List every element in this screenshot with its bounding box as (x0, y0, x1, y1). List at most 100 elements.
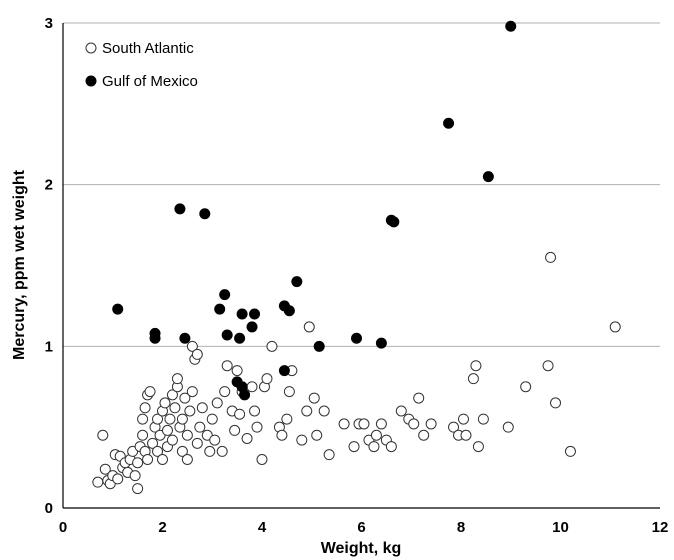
point-south-atlantic (161, 424, 173, 436)
point-south-atlantic (181, 429, 193, 441)
point-gulf-of-mexico (388, 216, 400, 228)
point-south-atlantic (358, 418, 370, 430)
point-south-atlantic (385, 441, 397, 453)
point-south-atlantic (229, 424, 241, 436)
point-south-atlantic (477, 413, 489, 425)
x-tick-label: 8 (457, 519, 465, 536)
point-south-atlantic (147, 437, 159, 449)
point-south-atlantic (408, 418, 420, 430)
point-south-atlantic (196, 402, 208, 414)
point-south-atlantic (194, 421, 206, 433)
point-south-atlantic (216, 445, 228, 457)
point-south-atlantic (206, 413, 218, 425)
point-south-atlantic (164, 413, 176, 425)
point-south-atlantic (276, 429, 288, 441)
point-south-atlantic (166, 434, 178, 446)
point-south-atlantic (169, 402, 181, 414)
point-south-atlantic (152, 413, 164, 425)
x-tick-label: 4 (258, 519, 267, 536)
point-gulf-of-mexico (313, 340, 325, 352)
point-south-atlantic (520, 381, 532, 393)
point-south-atlantic (338, 418, 350, 430)
point-south-atlantic (311, 429, 323, 441)
x-tick-label: 10 (552, 519, 569, 536)
point-south-atlantic (221, 360, 233, 372)
point-gulf-of-mexico (112, 303, 124, 315)
point-south-atlantic (179, 392, 191, 404)
point-south-atlantic (186, 386, 198, 398)
point-gulf-of-mexico (278, 365, 290, 377)
point-gulf-of-mexico (219, 289, 231, 301)
point-south-atlantic (448, 421, 460, 433)
point-south-atlantic (502, 421, 514, 433)
gridlines (63, 22, 660, 347)
point-south-atlantic (318, 405, 330, 417)
point-south-atlantic (219, 386, 231, 398)
point-south-atlantic (413, 392, 425, 404)
x-tick-label: 12 (652, 519, 669, 536)
y-tick-label: 2 (45, 177, 53, 194)
y-tick-label: 3 (45, 15, 53, 32)
point-south-atlantic (97, 429, 109, 441)
x-tick-label: 0 (59, 519, 67, 536)
point-south-atlantic (142, 454, 154, 465)
point-south-atlantic (186, 340, 198, 352)
point-south-atlantic (191, 348, 203, 360)
legend: South Atlantic Gulf of Mexico (85, 40, 198, 90)
point-south-atlantic (184, 405, 196, 417)
y-tick-label: 0 (45, 500, 53, 517)
point-south-atlantic (545, 251, 557, 263)
point-south-atlantic (251, 421, 263, 433)
x-axis-title: Weight, kg (321, 540, 402, 557)
point-south-atlantic (542, 360, 554, 372)
point-gulf-of-mexico (174, 203, 186, 215)
point-south-atlantic (166, 389, 178, 401)
point-south-atlantic (181, 454, 193, 465)
point-south-atlantic (266, 340, 278, 352)
point-gulf-of-mexico (482, 171, 494, 183)
y-tick-labels: 0 1 2 3 (45, 15, 53, 517)
point-south-atlantic (209, 434, 221, 446)
point-south-atlantic (281, 413, 293, 425)
point-south-atlantic (157, 454, 168, 465)
point-gulf-of-mexico (234, 332, 246, 344)
point-south-atlantic (301, 405, 313, 417)
point-south-atlantic (231, 365, 243, 377)
point-gulf-of-mexico (283, 305, 295, 317)
point-south-atlantic (159, 397, 171, 409)
point-gulf-of-mexico (214, 303, 226, 315)
point-south-atlantic (139, 402, 151, 414)
point-gulf-of-mexico (149, 327, 161, 339)
point-south-atlantic (92, 476, 104, 488)
point-gulf-of-mexico (249, 308, 261, 320)
point-gulf-of-mexico (443, 117, 455, 129)
point-south-atlantic (303, 321, 315, 333)
x-tick-labels: 0 2 4 6 8 10 12 (59, 519, 669, 536)
x-tick-label: 2 (158, 519, 166, 536)
point-south-atlantic (609, 321, 621, 333)
point-south-atlantic (132, 457, 144, 469)
point-south-atlantic (460, 429, 472, 441)
point-south-atlantic (132, 483, 144, 495)
point-south-atlantic (99, 463, 111, 475)
point-south-atlantic (176, 413, 188, 425)
point-south-atlantic (395, 405, 407, 417)
point-south-atlantic (129, 470, 141, 482)
point-south-atlantic (564, 445, 576, 457)
point-gulf-of-mexico (291, 276, 303, 288)
point-south-atlantic (137, 413, 149, 425)
point-gulf-of-mexico (246, 321, 258, 333)
point-south-atlantic (191, 437, 203, 449)
y-tick-label: 1 (45, 338, 53, 355)
point-gulf-of-mexico (505, 20, 517, 32)
point-south-atlantic (550, 397, 562, 409)
point-south-atlantic (256, 454, 268, 465)
point-gulf-of-mexico (179, 332, 191, 344)
point-south-atlantic (457, 413, 469, 425)
point-south-atlantic (323, 449, 335, 461)
point-south-atlantic (470, 360, 482, 372)
point-gulf-of-mexico (351, 332, 363, 344)
point-south-atlantic (425, 418, 437, 430)
point-south-atlantic (171, 373, 183, 385)
